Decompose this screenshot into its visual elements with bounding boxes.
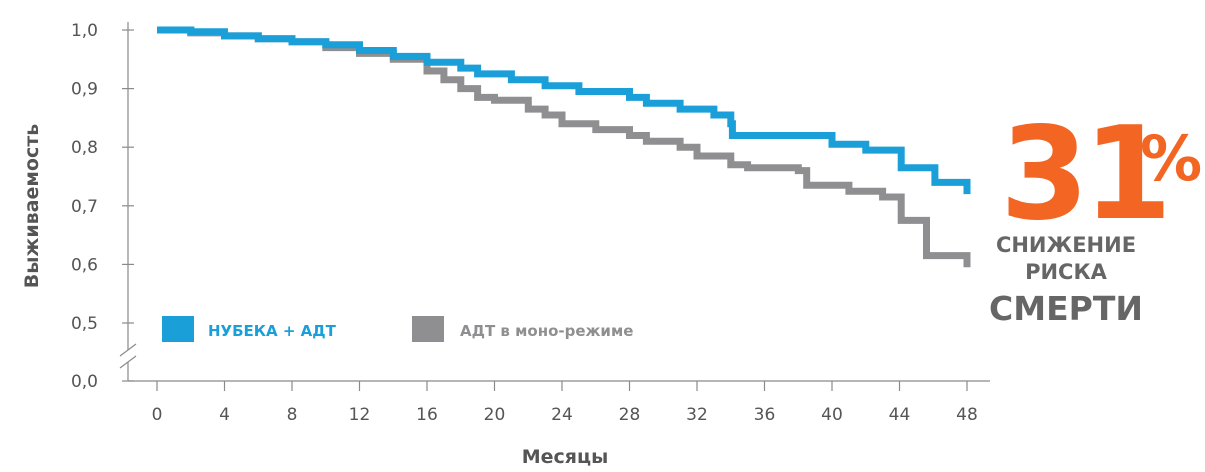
risk-reduction-callout: 31 % СНИЖЕНИЕ РИСКА СМЕРТИ (989, 100, 1202, 328)
y-tick-label: 1,0 (71, 21, 98, 41)
x-tick-label: 24 (551, 405, 573, 425)
legend-label-adt-mono: АДТ в моно-режиме (460, 322, 633, 340)
callout-percent-value: 31 (1000, 100, 1166, 249)
legend: НУБЕКА + АДТ АДТ в моно-режиме (162, 316, 633, 342)
y-tick-label: 0,8 (71, 138, 98, 158)
y-tick-label: 0,5 (71, 314, 98, 334)
x-tick-label: 32 (686, 405, 708, 425)
x-ticks: 0 4 8 12 16 20 24 28 32 36 40 44 48 (152, 381, 978, 425)
callout-percent-sign: % (1140, 122, 1202, 195)
series-line-0 (157, 26, 971, 195)
legend-swatch-nubeqa-adt (162, 316, 194, 342)
y-tick-label: 0,6 (71, 255, 98, 275)
series-line-1 (157, 26, 971, 268)
x-tick-label: 36 (754, 405, 776, 425)
x-tick-label: 44 (889, 405, 911, 425)
axes (119, 22, 990, 382)
axis-break-mark (119, 343, 137, 369)
callout-line-2: РИСКА (1025, 260, 1108, 284)
x-tick-label: 28 (619, 405, 641, 425)
x-tick-label: 4 (219, 405, 230, 425)
callout-line-3: СМЕРТИ (989, 289, 1143, 328)
y-axis-title: Выживаемость (21, 124, 43, 289)
series-lines (157, 26, 971, 268)
legend-swatch-adt-mono (412, 316, 444, 342)
x-tick-label: 16 (416, 405, 438, 425)
y-tick-label: 0,7 (71, 197, 98, 217)
x-tick-label: 40 (821, 405, 843, 425)
y-tick-label: 0,0 (71, 372, 98, 392)
callout-line-1: СНИЖЕНИЕ (996, 233, 1136, 257)
x-tick-label: 12 (349, 405, 371, 425)
x-axis-title: Месяцы (522, 446, 609, 468)
y-tick-label: 0,9 (71, 80, 98, 100)
x-tick-label: 0 (152, 405, 163, 425)
x-tick-label: 8 (287, 405, 298, 425)
x-tick-label: 20 (484, 405, 506, 425)
y-ticks: 0,0 0,5 0,6 0,7 0,8 0,9 1,0 (71, 21, 134, 392)
x-tick-label: 48 (956, 405, 978, 425)
legend-label-nubeqa-adt: НУБЕКА + АДТ (208, 322, 337, 340)
